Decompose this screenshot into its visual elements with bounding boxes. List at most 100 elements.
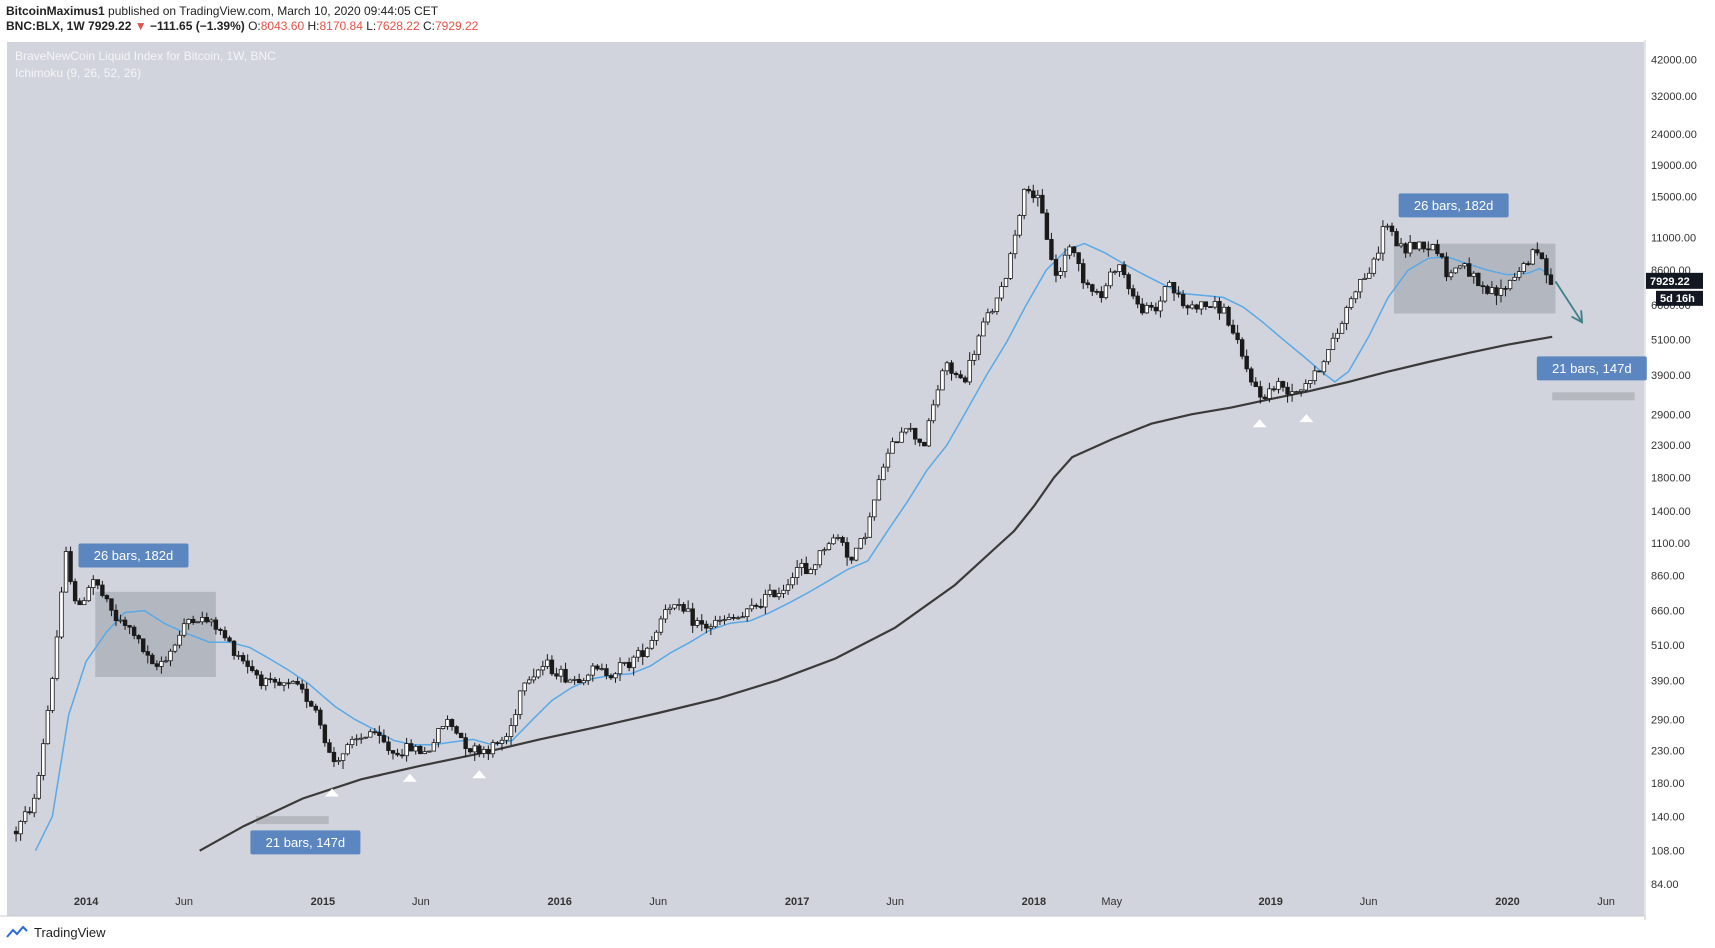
range-rulers (256, 392, 1635, 825)
candle-body (81, 600, 87, 606)
candle-body (1507, 279, 1513, 290)
candle-body (676, 604, 682, 606)
candle-body (763, 594, 768, 608)
price-tick-label: 2900.00 (1651, 409, 1691, 421)
candle-body (1339, 323, 1345, 334)
high-value: 8170.84 (319, 19, 363, 33)
candle-body (849, 556, 854, 561)
candle-body (427, 750, 432, 753)
candle-body (536, 669, 541, 678)
candle-body (1130, 288, 1136, 297)
candle-body (1485, 285, 1490, 294)
candle-body (1426, 248, 1431, 251)
candle-body (504, 736, 509, 741)
callout-box (250, 830, 361, 855)
candle-body (1394, 231, 1399, 247)
candle-body (1249, 368, 1254, 383)
candle-body (926, 420, 932, 447)
candle-body (345, 744, 350, 755)
time-tick-label: Jun (412, 896, 430, 908)
candle-body (368, 731, 373, 738)
candle-body (36, 775, 41, 799)
candle-body (1053, 259, 1059, 276)
candle-body (1031, 190, 1036, 199)
candle-body (313, 705, 318, 711)
candle-body (672, 604, 677, 609)
candle-body (876, 479, 882, 501)
close-value: 7929.22 (434, 19, 479, 33)
candlesticks[interactable] (13, 184, 1554, 842)
candle-body (395, 752, 400, 756)
candle-body (922, 441, 927, 447)
candle-body (159, 661, 164, 667)
candle-body (309, 701, 314, 707)
candle-body (1226, 306, 1231, 326)
price-tick-label: 140.00 (1651, 811, 1685, 823)
candle-body (145, 651, 150, 656)
bottom-marker-icon (472, 770, 487, 779)
candle-body (422, 751, 427, 755)
price-tick-label: 108.00 (1651, 846, 1685, 858)
candle-body (113, 609, 119, 622)
candle-body (1512, 276, 1517, 281)
candle-body (1090, 284, 1095, 292)
price-tick-label: 24000.00 (1651, 129, 1697, 141)
candle-body (263, 678, 269, 687)
candle-body (204, 617, 210, 623)
time-tick-label: 2016 (547, 896, 571, 908)
candle-body (463, 737, 468, 749)
candle-body (150, 654, 155, 665)
price-axis[interactable]: 84.00 108.00 140.00 180.00 230.00 290.00 390.0… (1651, 55, 1697, 891)
author-name[interactable]: BitcoinMaximus1 (6, 4, 105, 18)
price-tick-label: 1100.00 (1651, 538, 1690, 550)
footer-brand[interactable]: TradingView (6, 922, 106, 942)
candle-body (1239, 339, 1245, 357)
price-tick-label: 42000.00 (1651, 55, 1697, 67)
candle-body (177, 634, 182, 646)
candle-body (858, 538, 863, 549)
time-tick-label: 2014 (74, 896, 99, 908)
candle-body (458, 732, 464, 739)
candle-body (281, 682, 287, 686)
candle-body (340, 753, 346, 761)
candle-body (259, 674, 264, 687)
candle-body (1498, 287, 1504, 296)
candle-body (767, 589, 773, 595)
price-tick-label: 180.00 (1651, 778, 1685, 790)
time-tick-label: Jun (649, 896, 667, 908)
candle-body (18, 821, 23, 835)
candle-body (86, 587, 91, 602)
time-tick-label: Jun (886, 896, 904, 908)
candle-body (890, 441, 895, 454)
candle-body (867, 516, 872, 538)
candle-body (45, 710, 51, 745)
candle-body (1439, 253, 1445, 258)
candle-body (1380, 226, 1386, 254)
candle-body (1330, 337, 1336, 350)
candle-body (1149, 304, 1154, 308)
bottom-marker-icon (1299, 414, 1314, 423)
candle-body (277, 681, 282, 686)
candle-body (781, 589, 786, 594)
candle-body (1308, 380, 1313, 384)
candle-body (218, 628, 223, 631)
candle-body (1008, 253, 1013, 279)
candle-body (127, 625, 132, 628)
candle-body (358, 737, 364, 740)
last-price: 7929.22 (88, 19, 132, 33)
candle-body (1221, 306, 1227, 314)
candle-body (999, 286, 1004, 299)
time-axis[interactable]: 2014 Jun 2015 Jun 2016 Jun 2017 Jun 2018 May 2019 J… (74, 896, 1615, 908)
candle-body (1208, 306, 1213, 308)
candle-body (1044, 212, 1050, 240)
price-chart[interactable]: 84.00 108.00 140.00 180.00 230.00 290.00 390.0… (0, 40, 1715, 920)
plot-area[interactable] (7, 42, 1644, 916)
candle-body (917, 438, 922, 443)
candle-body (940, 370, 945, 391)
candle-body (1262, 396, 1268, 399)
candle-body (408, 743, 414, 752)
candle-body (1199, 301, 1204, 310)
price-tick-label: 5100.00 (1651, 334, 1691, 346)
candle-body (690, 608, 695, 626)
candle-body (1289, 391, 1295, 395)
